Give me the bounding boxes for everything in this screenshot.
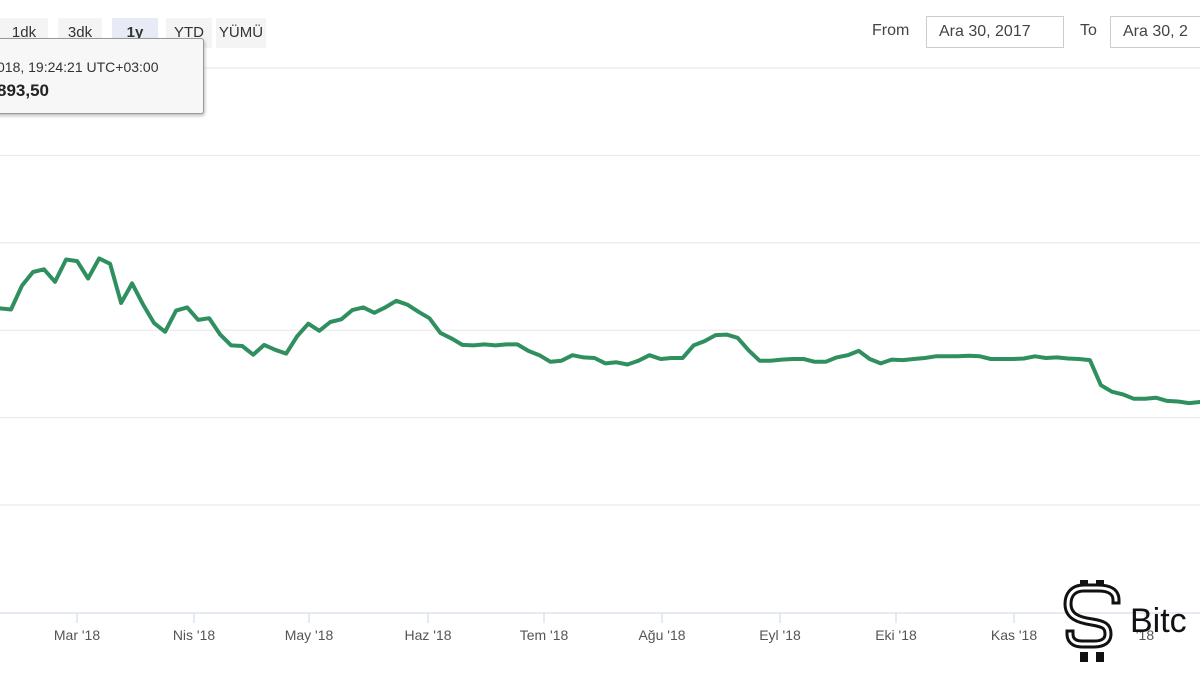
tooltip-value: 893,50 (0, 81, 49, 100)
x-tick-label: Kas '18 (991, 627, 1037, 643)
series-layer (0, 256, 1200, 406)
x-tick-label: Eyl '18 (759, 627, 801, 643)
watermark: Bitc (1062, 578, 1200, 664)
bitcoin-logo-icon (1063, 580, 1121, 662)
x-tick-label: Haz '18 (404, 627, 451, 643)
x-tick-label: Ağu '18 (638, 627, 685, 643)
to-label: To (1080, 22, 1097, 39)
from-date-input[interactable]: Ara 30, 2017 (926, 16, 1064, 48)
to-date-input[interactable]: Ara 30, 2 (1110, 16, 1200, 48)
x-tick-label: Nis '18 (173, 627, 216, 643)
x-tick-label: '18 (1136, 627, 1154, 643)
x-axis: Mar '18 Nis '18 May '18 Haz '18 Tem '18 Ağu '… (0, 612, 1200, 643)
from-label: From (872, 22, 910, 39)
series-line (0, 256, 1200, 406)
tooltip-date: 018, 19:24:21 UTC+03:00 (0, 59, 159, 75)
tooltip: 018, 19:24:21 UTC+03:00 893,50 (0, 38, 204, 114)
x-tick-label: Eki '18 (875, 627, 917, 643)
x-tick-label: Tem '18 (520, 627, 569, 643)
x-tick-label: May '18 (285, 627, 334, 643)
grid-lines (0, 67, 1200, 506)
range-button-all[interactable]: YÜMÜ (216, 18, 266, 48)
x-tick-label: Mar '18 (54, 627, 100, 643)
watermark-text: Bitc (1130, 602, 1187, 640)
